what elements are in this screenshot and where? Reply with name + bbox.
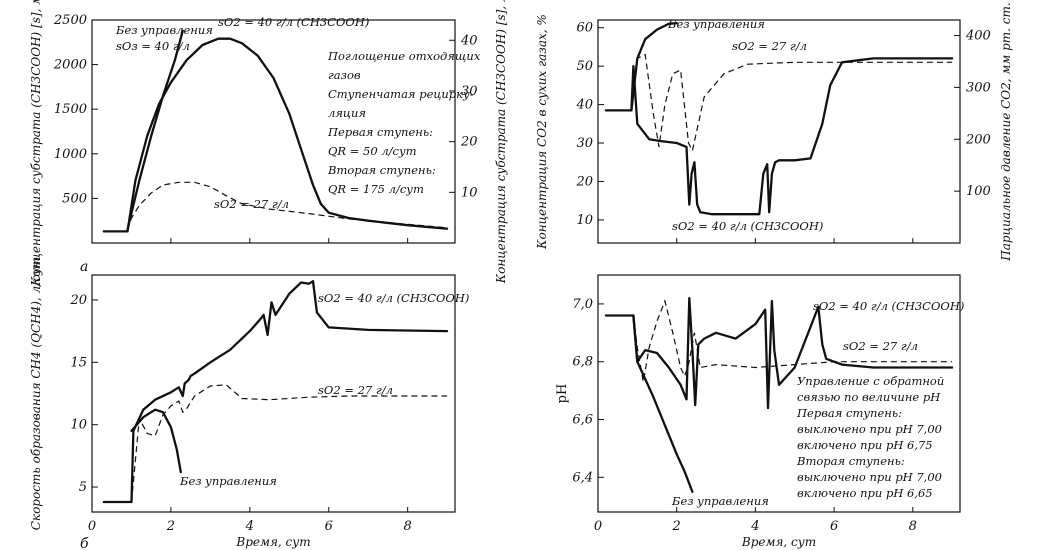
- annotation-s27-label: sO2 = 27 г/л: [214, 197, 289, 211]
- x-axis-label: Время, сут: [741, 535, 816, 549]
- y2-tick-label: 10: [461, 185, 478, 200]
- y-tick-label: 50: [576, 59, 593, 74]
- y2-tick-label: 20: [460, 135, 478, 150]
- y-tick-label: 20: [575, 174, 593, 189]
- y-tick-label: 1500: [54, 102, 87, 117]
- y-tick-label: 20: [69, 293, 87, 308]
- annotation-no-control: Без управления: [671, 494, 769, 508]
- x-tick-label: 8: [909, 519, 917, 534]
- y-tick-label: 10: [70, 418, 87, 433]
- panel-label: a: [80, 259, 88, 275]
- plot-frame: [597, 19, 961, 244]
- series-line-2: [130, 408, 182, 474]
- series-line-2: [126, 29, 184, 231]
- y-tick-label: 40: [575, 98, 593, 113]
- y-tick-label: 500: [62, 191, 87, 206]
- y-tick-label: 6,6: [572, 413, 593, 428]
- annotation-note: Вторая ступень:: [796, 454, 905, 468]
- y2-tick-label: 40: [460, 33, 478, 48]
- series-line-1: [130, 384, 448, 503]
- plot-frame: [91, 274, 456, 513]
- series-line-0: [604, 296, 954, 410]
- y-tick-label: 2500: [53, 13, 87, 28]
- series-line-1: [632, 299, 953, 383]
- annotation-no-control: Без управления: [115, 23, 213, 37]
- y-axis-label: Концентрация CO2 в сухих газах, %: [535, 14, 549, 250]
- y-tick-label: 30: [576, 136, 593, 151]
- annotation-note: газов: [328, 68, 361, 82]
- y2-tick-label: 400: [965, 29, 991, 44]
- annotation-note: включено при pH 6,65: [797, 486, 933, 500]
- plot-frame: [91, 19, 456, 244]
- panel-label: б: [80, 536, 89, 550]
- y2-tick-label: 300: [966, 80, 991, 95]
- annotation-note: Первая ступень:: [327, 125, 433, 139]
- series-line-2: [632, 314, 694, 493]
- y2-axis-label: Концентрация субстрата (CH3COOH) [s], мМ: [494, 0, 508, 284]
- chart-panel-b: 5 10 15 20 0 2 4 6 8 Время, сут Скорость образован…: [29, 257, 469, 550]
- annotation-note: Управление с обратной: [797, 374, 944, 388]
- x-tick-label: 8: [404, 519, 412, 534]
- y-tick-label: 60: [576, 21, 593, 36]
- y-axis-label: Скорость образования CH4 (QCH4), л/сут: [29, 257, 43, 531]
- annotation-s27-label: sO2 = 27 г/л: [732, 39, 807, 53]
- annotation-s27-label: sO2 = 27 г/л: [843, 339, 918, 353]
- annotation-s40-label: sO2 = 40 г/л (CH3COOH): [218, 15, 369, 29]
- y-tick-label: 1000: [54, 147, 87, 162]
- annotation-note: QR = 50 л/сут: [328, 144, 417, 158]
- y-axis-label: Концентрация субстрата (CH3COOH) [s], мг…: [29, 0, 43, 287]
- y-tick-label: 10: [576, 213, 593, 228]
- annotation-s40-label: sO2 = 40 г/л (CH3COOH): [813, 299, 964, 313]
- annotation-note: ляция: [328, 106, 366, 120]
- annotation-no-control: Без управления: [667, 17, 765, 31]
- annotation-note: Вторая ступень:: [327, 163, 436, 177]
- series-line-2: [630, 21, 678, 112]
- y2-tick-label: 200: [965, 132, 991, 147]
- y-tick-label: 7,0: [572, 297, 593, 312]
- annotation-note: QR = 175 л/сут: [328, 182, 424, 196]
- series-line-1: [126, 181, 448, 230]
- chart-panel-a: 500 1000 1500 2000 2500 10 20 30 40 Концентрация …: [29, 0, 508, 287]
- series-line-0: [102, 37, 449, 233]
- y-tick-label: 6,4: [572, 470, 593, 485]
- x-tick-label: 2: [672, 519, 681, 534]
- x-tick-label: 0: [594, 519, 602, 534]
- x-tick-label: 4: [750, 519, 759, 534]
- y2-tick-label: 100: [966, 184, 991, 199]
- y-tick-label: 6,8: [572, 355, 593, 370]
- y2-tick-label: 30: [461, 84, 478, 99]
- annotation-note: включено при pH 6,75: [797, 438, 933, 452]
- annotation-note: выключено при pH 7,00: [797, 470, 942, 484]
- x-axis-label: Время, сут: [235, 535, 310, 549]
- chart-panel-d: 6,4 6,6 6,8 7,0 0 2 4 6 8 Время, сут pH Без управле…: [555, 274, 964, 549]
- x-tick-label: 4: [245, 519, 254, 534]
- annotation-s40-label: sO2 = 40 г/л (CH3COOH): [672, 219, 823, 233]
- y-axis-label: pH: [555, 384, 570, 404]
- x-tick-label: 2: [166, 519, 175, 534]
- annotation-so-label: sOз = 40 г/л: [116, 39, 190, 53]
- y-tick-label: 15: [70, 355, 87, 370]
- annotation-no-control: Без управления: [179, 474, 277, 488]
- annotation-s40-label: sO2 = 40 г/л (CH3COOH): [318, 291, 469, 305]
- series-line-0: [102, 280, 449, 504]
- annotation-note: выключено при pH 7,00: [797, 422, 942, 436]
- annotation-s27-label: sO2 = 27 г/л: [318, 383, 393, 397]
- annotation-note: Ступенчатая рецирку-: [328, 87, 474, 101]
- series-line-1: [630, 53, 953, 153]
- annotation-note: Первая ступень:: [796, 406, 902, 420]
- x-tick-label: 0: [88, 519, 96, 534]
- series-line-0: [604, 57, 954, 216]
- plot-frame: [597, 274, 961, 513]
- x-tick-label: 6: [830, 519, 838, 534]
- annotation-note: связью по величине pH: [797, 390, 941, 404]
- chart-panel-c: 10 20 30 40 50 60 100 200 300 400 Концентрация CO2…: [535, 2, 1013, 261]
- annotation-note: Поглощение отходящих: [327, 49, 481, 63]
- y2-axis-label: Парциальное давление CO2, мм рт. ст.: [999, 2, 1013, 261]
- y-tick-label: 2000: [53, 58, 87, 73]
- y-tick-label: 5: [79, 480, 87, 495]
- x-tick-label: 6: [325, 519, 333, 534]
